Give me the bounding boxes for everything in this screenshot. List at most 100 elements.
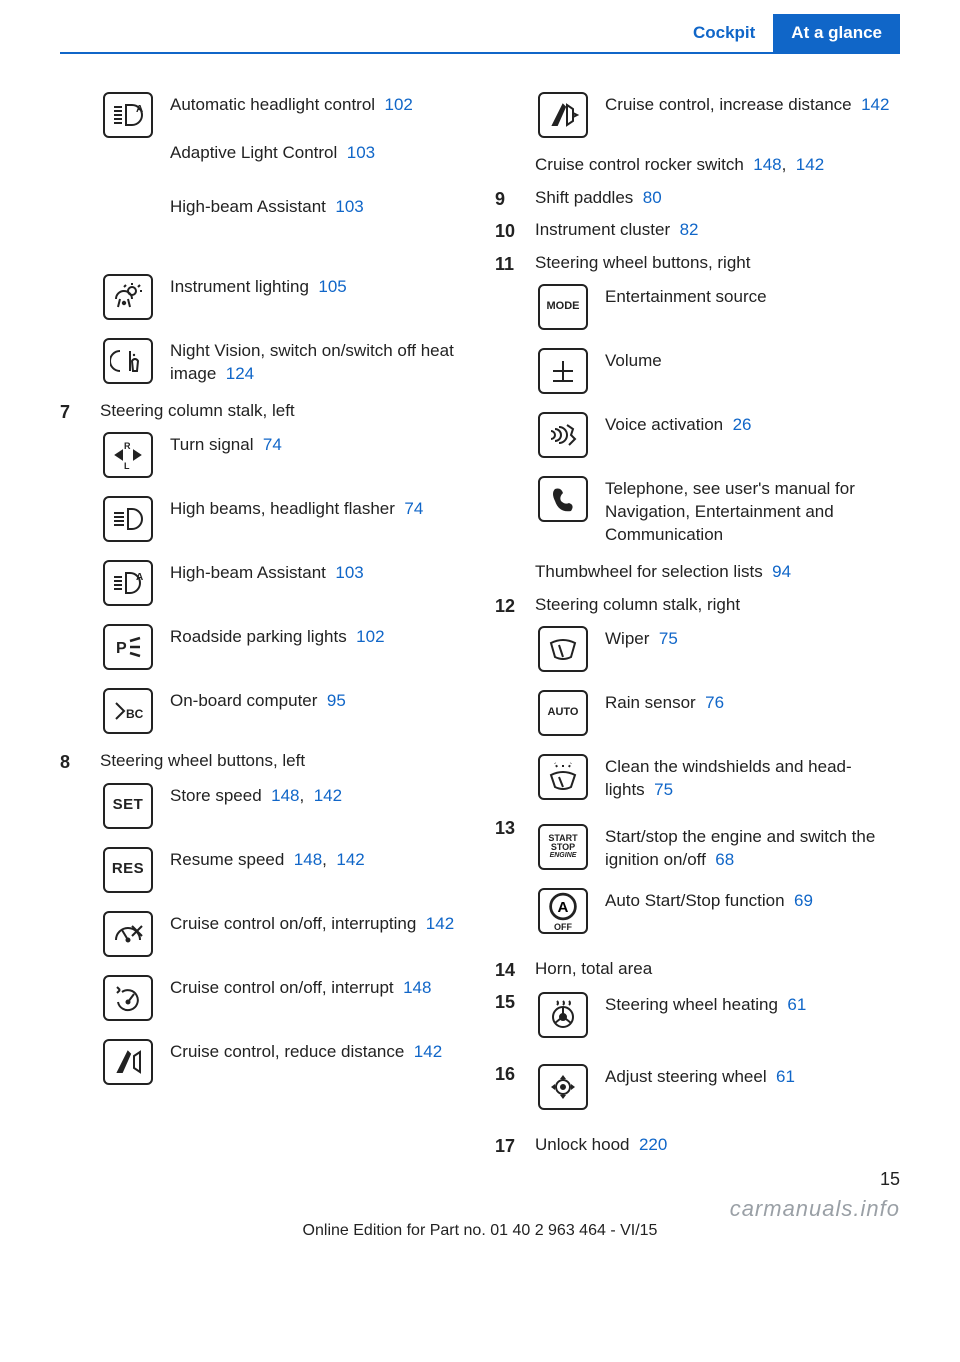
page-ref[interactable]: 95 <box>327 691 346 710</box>
set-icon: SET <box>100 781 156 831</box>
page-ref[interactable]: 94 <box>772 562 791 581</box>
page-ref[interactable]: 75 <box>659 629 678 648</box>
page-ref[interactable]: 148 <box>403 978 431 997</box>
page-ref[interactable]: 148 <box>294 850 322 869</box>
page-ref[interactable]: 148 <box>271 786 299 805</box>
section-title: Steering wheel buttons, left <box>100 750 465 773</box>
start-stop-icon: STARTSTOPENGINE <box>535 822 591 872</box>
page-ref[interactable]: 142 <box>414 1042 442 1061</box>
voice-icon <box>535 410 591 460</box>
page-ref[interactable]: 82 <box>680 220 699 239</box>
night-vision-icon <box>100 336 156 386</box>
spacer-icon <box>100 154 156 204</box>
item-text: Adjust steering wheel 61 <box>605 1062 900 1089</box>
page-ref[interactable]: 142 <box>796 155 824 174</box>
svg-text:A: A <box>136 104 143 115</box>
item-text: Cruise control on/off, interrupt­ing 142 <box>170 909 465 936</box>
reduce-distance-icon <box>100 1037 156 1087</box>
page-ref[interactable]: 102 <box>385 95 413 114</box>
item-wiper: Wiper 75 <box>535 624 900 674</box>
label: Start/stop the engine and switch the ign… <box>605 827 875 869</box>
page-ref[interactable]: 61 <box>787 995 806 1014</box>
item-text: Turn signal 74 <box>170 430 465 457</box>
page-header: Cockpit At a glance <box>0 0 960 54</box>
label: Night Vision, switch on/switch off heat … <box>170 341 454 383</box>
page-ref[interactable]: 26 <box>733 415 752 434</box>
label: Unlock hood <box>535 1135 630 1154</box>
right-column: Cruise control, increase dis­tance 142 C… <box>495 84 900 1162</box>
high-beam-assist-icon: A <box>100 558 156 608</box>
page-ref[interactable]: 61 <box>776 1067 795 1086</box>
section-number: 16 <box>495 1062 535 1086</box>
volume-icon <box>535 346 591 396</box>
cruise-off-icon <box>100 909 156 959</box>
item-cc-off2: Cruise control on/off, inter­rupt 148 <box>100 973 465 1023</box>
cruise-off-alt-icon <box>100 973 156 1023</box>
adjust-wheel-icon <box>535 1062 591 1112</box>
svg-text:R: R <box>124 441 131 451</box>
page-ref[interactable]: 124 <box>226 364 254 383</box>
item-text: Auto Start/Stop function 69 <box>605 886 900 913</box>
section-title: Steering column stalk, left <box>100 400 465 423</box>
item-cc-reduce: Cruise control, reduce dis­tance 142 <box>100 1037 465 1087</box>
item-cc-increase: Cruise control, increase dis­tance 142 <box>535 90 900 140</box>
label: Cruise control on/off, inter­rupt <box>170 978 394 997</box>
item-volume: Volume <box>535 346 900 396</box>
label: Thumbwheel for selection lists <box>535 562 763 581</box>
section-body: STARTSTOPENGINE Start/stop the engine an… <box>535 816 900 950</box>
page-ref[interactable]: 80 <box>643 188 662 207</box>
item-text: Instrument lighting 105 <box>170 272 465 299</box>
item-text: Clean the windshields and head­lights 75 <box>605 752 900 802</box>
page-ref[interactable]: 103 <box>335 197 363 216</box>
page-ref[interactable]: 69 <box>794 891 813 910</box>
page-ref[interactable]: 103 <box>335 563 363 582</box>
page-ref[interactable]: 68 <box>715 850 734 869</box>
section-14: 14 Horn, total area <box>495 958 900 982</box>
item-adjust-wheel: Adjust steering wheel 61 <box>535 1062 900 1112</box>
page-ref[interactable]: 103 <box>347 143 375 162</box>
item-text: Automatic headlight con­trol 102 <box>170 90 465 117</box>
section-number: 9 <box>495 187 535 211</box>
page-ref[interactable]: 142 <box>314 786 342 805</box>
page-ref[interactable]: 220 <box>639 1135 667 1154</box>
auto-start-stop-icon: AOFF <box>535 886 591 936</box>
section-number: 10 <box>495 219 535 243</box>
section-9: 9 Shift paddles 80 <box>495 187 900 211</box>
label: Automatic headlight con­trol <box>170 95 375 114</box>
label: High-beam Assistant <box>170 197 326 216</box>
auto-headlight-icon: A <box>100 90 156 140</box>
section-title: Horn, total area <box>535 958 900 981</box>
page-ref[interactable]: 148 <box>753 155 781 174</box>
item-wheel-heat: Steering wheel heating 61 <box>535 990 900 1040</box>
item-text: Steering wheel heating 61 <box>605 990 900 1017</box>
section-number: 7 <box>60 400 100 424</box>
section-13: 13 STARTSTOPENGINE Start/stop the engine… <box>495 816 900 950</box>
page-ref[interactable]: 142 <box>336 850 364 869</box>
item-parking-lights: P Roadside parking lights 102 <box>100 622 465 672</box>
section-number: 14 <box>495 958 535 982</box>
item-mode: MODE Entertainment source <box>535 282 900 332</box>
item-text: Rain sensor 76 <box>605 688 900 715</box>
instrument-lighting-icon <box>100 272 156 322</box>
svg-text:A: A <box>136 572 143 583</box>
label: Roadside parking lights <box>170 627 347 646</box>
page-ref[interactable]: 76 <box>705 693 724 712</box>
label: Telephone, see user's manual for Navigat… <box>605 479 855 544</box>
item-obc: BC On-board computer 95 <box>100 686 465 736</box>
page-ref[interactable]: 102 <box>356 627 384 646</box>
page-ref[interactable]: 74 <box>263 435 282 454</box>
label: Steering wheel heating <box>605 995 778 1014</box>
item-voice: Voice activation 26 <box>535 410 900 460</box>
label: Cruise control, increase dis­tance <box>605 95 852 114</box>
item-text: On-board computer 95 <box>170 686 465 713</box>
page-ref[interactable]: 105 <box>318 277 346 296</box>
page-ref[interactable]: 142 <box>426 914 454 933</box>
item-rain-sensor: AUTO Rain sensor 76 <box>535 688 900 738</box>
page-ref[interactable]: 142 <box>861 95 889 114</box>
item-phone: Telephone, see user's manual for Navigat… <box>535 474 900 547</box>
page-ref[interactable]: 75 <box>654 780 673 799</box>
wiper-icon <box>535 624 591 674</box>
section-title: Steering wheel buttons, right <box>535 252 900 275</box>
item-text: Roadside parking lights 102 <box>170 622 465 649</box>
page-ref[interactable]: 74 <box>404 499 423 518</box>
